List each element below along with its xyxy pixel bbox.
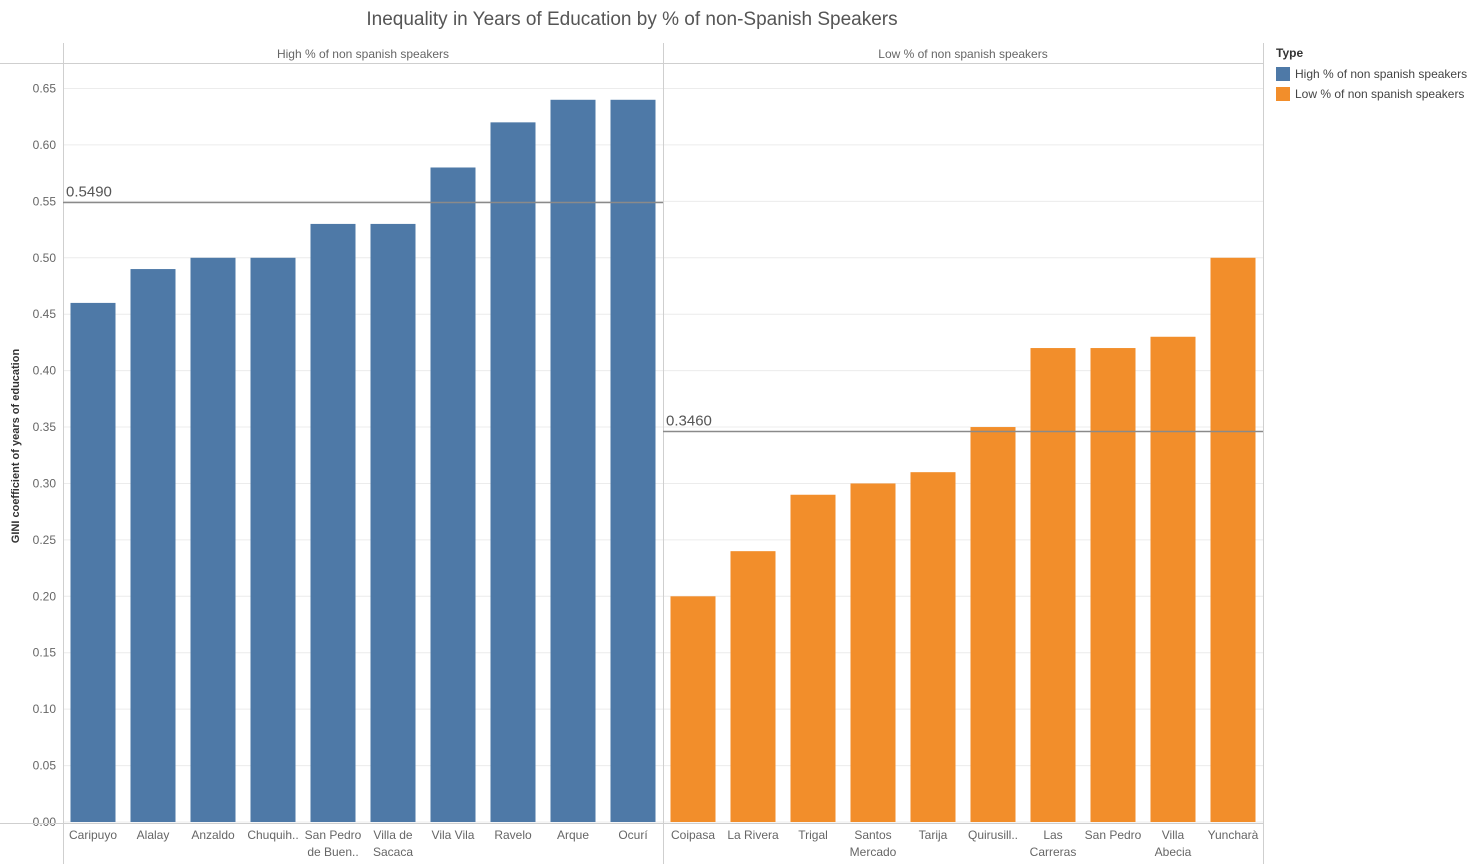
bar [970, 427, 1016, 822]
bar [1090, 348, 1136, 822]
x-tick-label: de Buen.. [307, 845, 358, 859]
y-tick-label: 0.60 [33, 138, 57, 152]
x-tick-label: San Pedro [1085, 828, 1142, 842]
legend: Type High % of non spanish speakers Low … [1276, 46, 1467, 104]
y-tick-label: 0.10 [33, 702, 57, 716]
y-tick-label: 0.15 [33, 646, 57, 660]
legend-title: Type [1276, 46, 1304, 60]
y-tick-label: 0.55 [33, 194, 57, 208]
legend-swatch-low [1276, 87, 1290, 101]
bar [130, 269, 176, 822]
y-tick-label: 0.65 [33, 82, 57, 96]
x-tick-label: Carreras [1030, 845, 1077, 859]
legend-label-high: High % of non spanish speakers [1295, 67, 1468, 81]
x-tick-label: Abecia [1155, 845, 1192, 859]
x-tick-label: Yuncharà [1208, 828, 1259, 842]
y-axis-title: GINI coefficient of years of education [10, 349, 22, 544]
bar [910, 472, 956, 822]
y-tick-label: 0.40 [33, 364, 57, 378]
bar [310, 223, 356, 822]
x-tick-label: Tarija [919, 828, 948, 842]
x-tick-label: Vila Vila [432, 828, 475, 842]
x-tick-label: Coipasa [671, 828, 715, 842]
reference-line-label: 0.5490 [66, 183, 112, 200]
x-tick-label: Anzaldo [191, 828, 235, 842]
x-tick-label: Mercado [850, 845, 897, 859]
chart-title: Inequality in Years of Education by % of… [366, 9, 898, 30]
x-tick-label: Santos [854, 828, 891, 842]
reference-line-label: 0.3460 [666, 413, 712, 430]
y-tick-label: 0.50 [33, 251, 57, 265]
bar [1030, 348, 1076, 822]
bar [550, 99, 596, 823]
y-tick-label: 0.25 [33, 533, 57, 547]
x-tick-label: Alalay [137, 828, 170, 842]
legend-label-low: Low % of non spanish speakers [1295, 87, 1465, 101]
x-tick-label: Sacaca [373, 845, 413, 859]
y-tick-label: 0.30 [33, 476, 57, 490]
x-tick-label: Chuquih.. [247, 828, 298, 842]
x-tick-label: Ocurí [618, 828, 648, 842]
x-tick-label: La Rivera [727, 828, 779, 842]
bar [610, 99, 656, 823]
bar [670, 596, 716, 822]
bar [730, 551, 776, 822]
x-tick-label: Villa [1162, 828, 1185, 842]
bar [790, 494, 836, 822]
y-tick-label: 0.45 [33, 307, 57, 321]
x-tick-label: Ravelo [494, 828, 532, 842]
bar [850, 483, 896, 822]
legend-item-low[interactable]: Low % of non spanish speakers [1276, 84, 1467, 104]
bar [370, 223, 416, 822]
bar [250, 257, 296, 822]
x-tick-label: Las [1043, 828, 1062, 842]
x-tick-label: Villa de [373, 828, 412, 842]
x-tick-label: Arque [557, 828, 589, 842]
y-tick-label: 0.35 [33, 420, 57, 434]
legend-swatch-high [1276, 67, 1290, 81]
bar [490, 122, 536, 823]
bar [70, 302, 116, 822]
bar [1150, 336, 1196, 822]
y-tick-label: 0.20 [33, 589, 57, 603]
x-tick-label: Caripuyo [69, 828, 117, 842]
panel-header-label: Low % of non spanish speakers [878, 47, 1047, 61]
x-tick-label: Quirusill.. [968, 828, 1018, 842]
bar [430, 167, 476, 822]
x-tick-label: Trigal [798, 828, 828, 842]
bar [1210, 257, 1256, 822]
legend-item-high[interactable]: High % of non spanish speakers [1276, 64, 1467, 84]
y-tick-label: 0.05 [33, 759, 57, 773]
y-tick-label: 0.00 [33, 815, 57, 829]
bar [190, 257, 236, 822]
panel-header-label: High % of non spanish speakers [277, 47, 449, 61]
x-tick-label: San Pedro [305, 828, 362, 842]
